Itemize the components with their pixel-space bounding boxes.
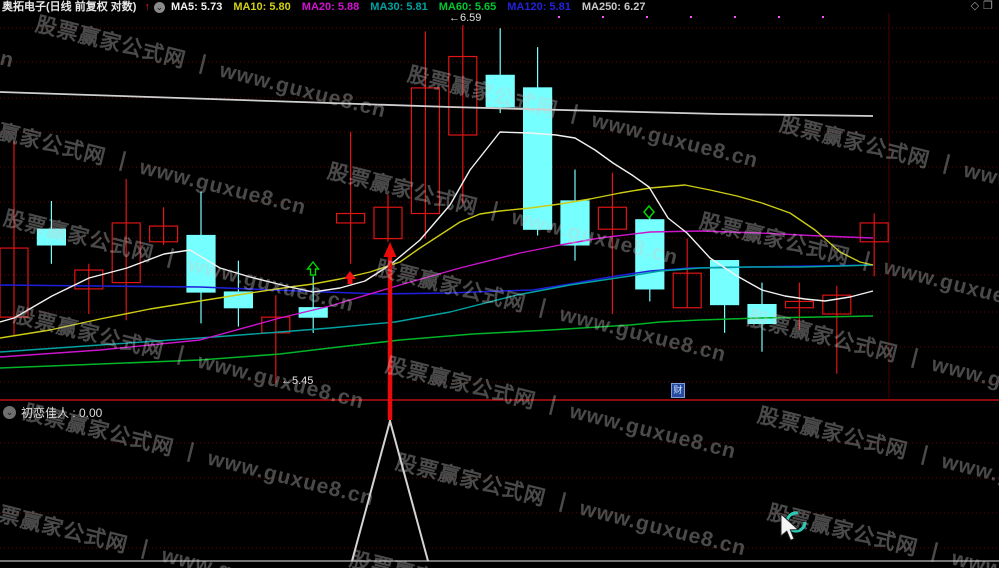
candle-body (336, 212, 366, 224)
ma-value: MA5: 5.73 (170, 0, 223, 13)
candle-body (672, 272, 702, 309)
ma-line-ma30 (0, 264, 874, 353)
candle-body (149, 225, 179, 243)
indicator-triangle (351, 417, 429, 562)
candle-body (747, 303, 777, 325)
financial-report-badge[interactable]: 财 (671, 383, 685, 398)
price-high-label: ←6.59 (449, 12, 482, 24)
price-low-label: ←5.45 (281, 375, 314, 387)
diamond-icon[interactable]: ◇ (970, 0, 984, 12)
candle-body (0, 247, 29, 318)
up-arrow-icon: ↑ (144, 0, 150, 13)
buy-signal-arrowhead (383, 242, 397, 257)
green-diamond-marker (643, 204, 655, 220)
candle-body (485, 74, 515, 108)
candle-body (373, 206, 403, 240)
page-title: 奥拓电子(日线 前复权 对数) (2, 0, 137, 13)
candle-body (298, 307, 328, 318)
green-up-arrow-marker (306, 260, 320, 276)
sub-indicator-title: 初恋佳人 : 0.00 (21, 406, 103, 420)
ma-value: MA250: 6.27 (581, 0, 646, 13)
ma-value: MA20: 5.88 (301, 0, 360, 13)
ma-line-ma10 (0, 184, 874, 339)
red-up-arrow-marker (344, 271, 356, 284)
chevron-down-icon[interactable]: ⌄ (153, 1, 165, 13)
ma-value: MA10: 5.80 (233, 0, 291, 13)
candle-body (36, 228, 67, 246)
candle-body (74, 269, 104, 290)
candle-body (859, 222, 889, 243)
ma-line-ma20 (0, 230, 874, 358)
ma-value: MA30: 5.81 (370, 0, 428, 13)
ma-values: MA5: 5.73 MA10: 5.80 MA20: 5.88 MA30: 5.81 M… (171, 1, 656, 14)
ma-line-ma5 (0, 131, 874, 323)
candle-body (597, 206, 628, 230)
candle-body (560, 200, 590, 246)
window-icon[interactable]: ❒ (983, 0, 997, 12)
candle-body (410, 87, 440, 215)
header-corner-icons[interactable]: ◇❒ (971, 0, 997, 13)
chart-header: 奥拓电子(日线 前复权 对数) ↑ ⌄ MA5: 5.73 MA10: 5.80 M… (0, 0, 999, 14)
ma-line-ma250 (0, 91, 874, 117)
candle-body (822, 294, 852, 315)
candle-body (784, 300, 815, 309)
ma-value: MA60: 5.65 (438, 0, 497, 13)
indicator-collapse-icon[interactable]: ⌄ (3, 406, 16, 419)
candle-body (448, 55, 478, 136)
candle-body (111, 222, 141, 284)
sub-indicator-header: ⌄ 初恋佳人 : 0.00 (3, 404, 102, 421)
candle-body (186, 234, 216, 293)
ma-value: MA120: 5.81 (507, 0, 571, 13)
candle-body (635, 219, 665, 290)
ma-line-ma60 (0, 315, 874, 369)
